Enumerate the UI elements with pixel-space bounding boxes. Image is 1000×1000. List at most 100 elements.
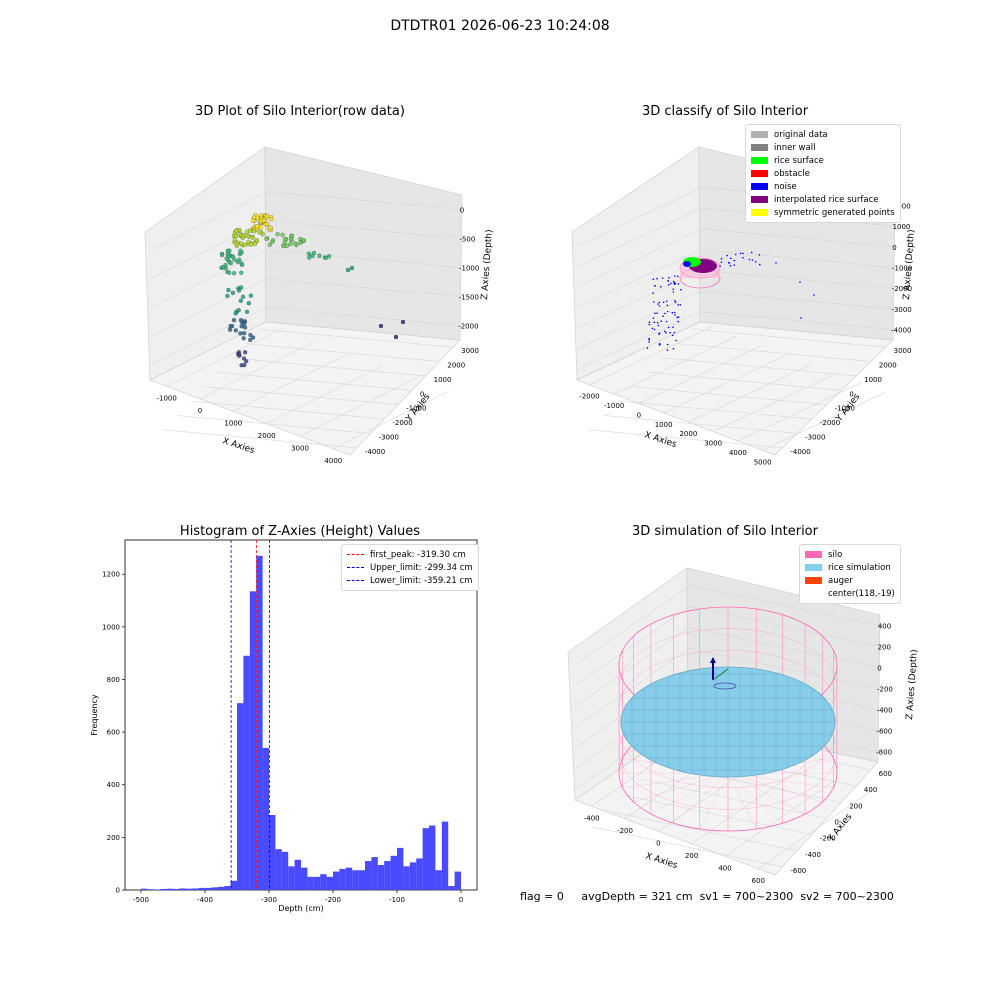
noise-point [666, 343, 669, 346]
noise-point [648, 323, 651, 326]
raw-point [226, 287, 231, 293]
raw-point [306, 251, 312, 256]
raw-points [219, 212, 406, 368]
noise-point [673, 282, 675, 284]
noise-point [654, 285, 656, 287]
raw-point [242, 362, 247, 368]
floor-pane [149, 321, 461, 456]
y-tick-label: 1000 [864, 376, 882, 384]
y-tick-label: -3000 [379, 433, 399, 441]
noise-point [667, 326, 670, 329]
y-gridline [231, 357, 426, 377]
classify-plot-title: 3D classify of Silo Interior [641, 104, 809, 119]
y-gridline [607, 810, 798, 852]
y-tick-label: -2000 [392, 419, 412, 427]
noise-point [657, 324, 660, 327]
raw-point [238, 285, 244, 290]
raw-point [264, 213, 270, 219]
x-tick-label: 3000 [291, 444, 309, 452]
simulation-3d-plot: -400-2000200400600-600-400-2000200400600… [567, 567, 920, 885]
z-gridline [578, 228, 895, 288]
legend-entry-lower-limit: Lower_limit: -359.21 cm [347, 574, 473, 587]
noise-point [799, 281, 801, 283]
y-tick-label: -1000 [406, 405, 426, 413]
noise-point [654, 312, 656, 315]
histogram-bar [384, 861, 391, 890]
noise-point [677, 283, 680, 285]
noise-point [775, 262, 777, 264]
noise-point [648, 341, 650, 343]
raw-point [224, 256, 229, 261]
raw-point [230, 254, 236, 259]
y-gridline [176, 415, 371, 434]
z-tick-label: -800 [876, 749, 892, 757]
raw-point [349, 265, 355, 271]
legend-entry-interpolated: interpolated rice surface [751, 193, 895, 206]
raw-point [238, 331, 243, 336]
noise-point [673, 311, 676, 314]
z-tick-label: -1500 [459, 294, 479, 302]
histogram-bar [166, 888, 173, 890]
noise-point [665, 320, 668, 323]
y-tick-label: -400 [805, 851, 821, 859]
histogram-title: Histogram of Z-Axies (Height) Values [179, 524, 421, 539]
auger-marker [710, 657, 737, 690]
silo-floor-spoke [633, 772, 729, 803]
y-gridline [633, 386, 827, 405]
noise-point [658, 332, 661, 335]
x-tick-label: -300 [261, 896, 277, 904]
floor-pane [576, 321, 894, 456]
raw-point [227, 270, 232, 275]
z-tick-label: 400 [878, 623, 891, 631]
histogram-bar [224, 886, 231, 890]
noise-point [673, 331, 676, 334]
raw-panes [144, 146, 463, 456]
legend-entry-original: original data [751, 128, 895, 141]
raw-point [292, 241, 298, 246]
raw-point [268, 217, 274, 222]
noise-point [670, 282, 672, 285]
y-gridline [677, 343, 871, 362]
raw-point [237, 232, 243, 238]
noise-point [662, 315, 664, 318]
histogram-bar [352, 870, 359, 890]
classify-legend: original data inner wall rice surface ob… [745, 124, 901, 223]
y-tick-label: 0 [835, 819, 839, 827]
noise-point [672, 347, 675, 350]
raw-point [241, 336, 246, 341]
noise-point [674, 314, 676, 316]
z-gridline [151, 220, 462, 279]
noise-point [720, 261, 723, 264]
histogram-bar [301, 867, 308, 890]
x-gridline [688, 363, 812, 423]
classify-z-axis-label: Z Axies (Depth) [902, 229, 917, 300]
raw-point [400, 319, 406, 325]
noise-point [672, 288, 674, 291]
histogram-bar [185, 888, 193, 890]
noise-point [671, 311, 674, 314]
histogram-bar [281, 851, 289, 890]
x-gridline [613, 335, 738, 395]
x-tick-label: -200 [617, 827, 633, 835]
raw-point [246, 301, 251, 306]
raw-point [230, 290, 236, 295]
x-tick-label: 0 [656, 839, 660, 847]
histogram-bar [390, 855, 397, 890]
y-tick-label: -2000 [820, 419, 840, 427]
x-tick-label: -1000 [604, 402, 624, 410]
raw-point [298, 240, 303, 245]
noise-point [667, 280, 670, 282]
raw-point [270, 239, 275, 245]
y-tick-label: 0 [420, 390, 424, 398]
z-tick-label: 2000 [893, 202, 911, 210]
raw-point [232, 237, 238, 242]
z-gridline [150, 278, 461, 337]
raw-point [239, 270, 244, 275]
figure-title: DTDTR01 2026-06-23 10:24:08 [390, 18, 610, 34]
raw-point [244, 359, 249, 364]
x-gridline [762, 392, 886, 451]
noise-point [730, 257, 732, 260]
x-tick-label: -500 [133, 896, 149, 904]
z-gridline [150, 249, 462, 308]
noise-point [658, 301, 661, 304]
